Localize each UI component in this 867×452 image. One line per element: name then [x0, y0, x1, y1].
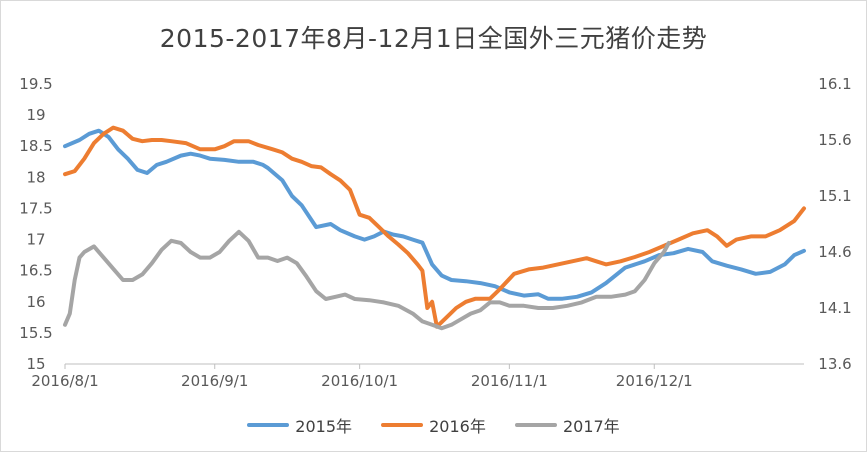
legend-swatch-2016: [381, 423, 424, 427]
series-line-2015年: [63, 128, 806, 301]
legend-label-2016: 2016年: [429, 417, 486, 436]
legend-label-2015: 2015年: [295, 417, 353, 436]
y-right-tick-label: 14.6: [818, 243, 851, 261]
y-left-tick-label: 19: [26, 106, 45, 124]
y-left-tick-label: 19.5: [19, 75, 52, 93]
y-right-tick-label: 14.1: [818, 299, 851, 317]
y-left-tick-label: 15: [26, 355, 45, 373]
y-right-tick-label: 13.6: [818, 355, 851, 373]
y-right-tick-label: 15.1: [818, 187, 851, 205]
legend-item-2017: 2017年: [514, 413, 620, 437]
x-tick-label: 2016/11/1: [471, 372, 548, 390]
legend-swatch-2017: [514, 423, 557, 427]
y-left-tick-label: 16: [26, 293, 45, 311]
legend: 2015年 2016年 2017年: [1, 412, 866, 437]
y-right-tick-label: 16.1: [818, 75, 851, 93]
legend-swatch-2015: [247, 423, 290, 427]
legend-label-2017: 2017年: [562, 417, 620, 436]
y-left-tick-label: 18.5: [19, 137, 52, 155]
y-left-tick-label: 15.5: [19, 324, 52, 342]
x-tick-label: 2016/8/1: [31, 372, 98, 390]
legend-item-2016: 2016年: [381, 413, 486, 437]
y-left-tick-label: 18: [26, 168, 45, 186]
y-left-tick-label: 16.5: [19, 262, 52, 280]
y-right-tick-label: 15.6: [818, 131, 851, 149]
series-line-2016年: [63, 125, 806, 329]
x-tick-label: 2016/9/1: [181, 372, 248, 390]
x-tick-label: 2016/10/1: [321, 372, 398, 390]
chart-title: 2015-2017年8月-12月1日全国外三元猪价走势: [159, 24, 708, 53]
x-tick-label: 2016/12/1: [616, 372, 693, 390]
legend-item-2015: 2015年: [247, 413, 352, 437]
y-left-tick-label: 17: [26, 231, 45, 249]
series-line-2017年: [63, 229, 671, 331]
y-left-tick-label: 17.5: [19, 199, 52, 217]
